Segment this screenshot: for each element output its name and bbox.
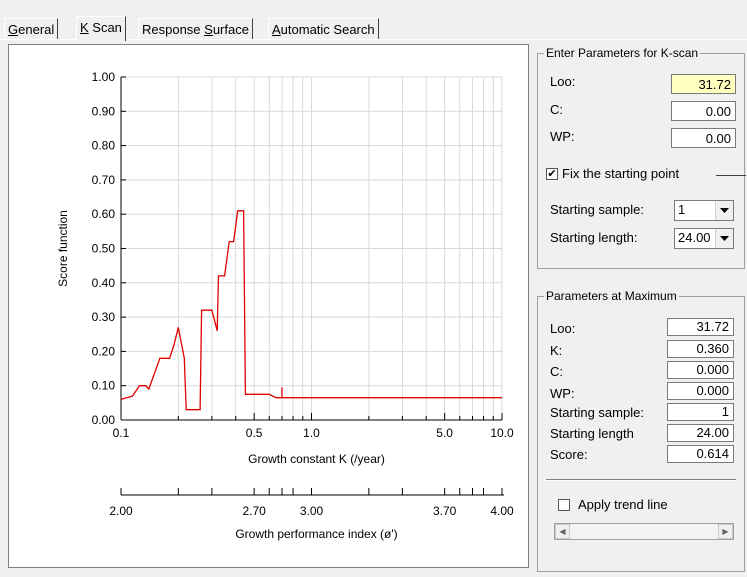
max-starting-length-label: Starting length bbox=[550, 426, 634, 441]
x-axis-label: Growth constant K (/year) bbox=[248, 452, 385, 466]
max-starting-sample-label: Starting sample: bbox=[550, 405, 644, 420]
y-tick-label: 0.20 bbox=[92, 344, 116, 358]
max-k-label: K: bbox=[550, 343, 563, 358]
tab-response-surface[interactable]: Response Surface bbox=[138, 18, 253, 40]
fix-start-checkbox[interactable]: ✔ bbox=[546, 168, 558, 180]
secondary-tick-label: 2.70 bbox=[242, 504, 266, 518]
loo-input[interactable]: 31.72 bbox=[671, 74, 736, 94]
secondary-tick-label: 3.70 bbox=[433, 504, 457, 518]
y-axis-label: Score function bbox=[56, 210, 70, 287]
k-scan-chart: 0.00 0.10 0.20 0.30 0.40 0.50 0.60 0.70 0.80 0.90… bbox=[56, 70, 514, 541]
y-tick-label: 0.10 bbox=[92, 379, 116, 393]
y-tick-label: 0.00 bbox=[92, 413, 116, 427]
chevron-down-icon[interactable] bbox=[715, 201, 733, 220]
max-score-label: Score: bbox=[550, 447, 588, 462]
max-loo-label: Loo: bbox=[550, 321, 576, 336]
k-scan-params-group: Enter Parameters for K-scan Loo: 31.72 C… bbox=[537, 46, 746, 269]
fix-start-label: Fix the starting point bbox=[562, 166, 680, 181]
max-loo-value: 31.72 bbox=[667, 318, 734, 336]
horizontal-scrollbar[interactable]: ◀ ▶ bbox=[554, 523, 734, 540]
tab-k-scan[interactable]: K Scan bbox=[76, 16, 126, 41]
wp-label: WP: bbox=[550, 129, 575, 144]
starting-sample-select[interactable]: 1 bbox=[674, 200, 734, 221]
y-tick-label: 0.30 bbox=[92, 310, 116, 324]
fix-separator bbox=[716, 175, 746, 176]
x-tick-label: 0.5 bbox=[246, 426, 263, 440]
max-separator bbox=[546, 479, 736, 481]
max-k-value: 0.360 bbox=[667, 340, 734, 358]
wp-input[interactable]: 0.00 bbox=[671, 128, 736, 148]
tab-general[interactable]: General bbox=[4, 18, 59, 40]
c-label: C: bbox=[550, 102, 563, 117]
max-params-group: Parameters at Maximum Loo: 31.72 K: 0.36… bbox=[537, 289, 745, 572]
y-tick-label: 0.50 bbox=[92, 242, 116, 256]
trend-line-checkbox[interactable] bbox=[558, 499, 570, 511]
chart-axes: 0.00 0.10 0.20 0.30 0.40 0.50 0.60 0.70 0.80 0.90… bbox=[92, 70, 514, 518]
tab-automatic-search[interactable]: Automatic Search bbox=[268, 18, 379, 40]
y-tick-label: 0.60 bbox=[92, 207, 116, 221]
chart-grid bbox=[120, 76, 503, 421]
starting-sample-label: Starting sample: bbox=[550, 202, 644, 217]
max-c-label: C: bbox=[550, 364, 563, 379]
starting-length-select[interactable]: 24.00 bbox=[674, 228, 734, 249]
y-tick-label: 0.40 bbox=[92, 276, 116, 290]
y-tick-label: 0.70 bbox=[92, 173, 116, 187]
trend-line-label: Apply trend line bbox=[578, 497, 668, 512]
k-scan-chart-panel: 0.00 0.10 0.20 0.30 0.40 0.50 0.60 0.70 0.80 0.90… bbox=[8, 44, 529, 568]
secondary-tick-label: 4.00 bbox=[490, 504, 514, 518]
tab-baseline bbox=[0, 39, 747, 40]
tab-strip: General K Scan Response Surface Automati… bbox=[0, 0, 747, 41]
y-tick-label: 0.80 bbox=[92, 139, 116, 153]
max-wp-value: 0.000 bbox=[667, 382, 734, 400]
k-scan-params-title: Enter Parameters for K-scan bbox=[544, 46, 701, 60]
secondary-tick-label: 3.00 bbox=[300, 504, 324, 518]
y-tick-label: 1.00 bbox=[92, 70, 116, 84]
max-starting-length-value: 24.00 bbox=[667, 424, 734, 442]
secondary-tick-label: 2.00 bbox=[109, 504, 133, 518]
x-tick-label: 10.0 bbox=[490, 426, 514, 440]
chart-series bbox=[120, 210, 502, 411]
x-tick-label: 5.0 bbox=[436, 426, 453, 440]
scroll-right-icon[interactable]: ▶ bbox=[718, 524, 733, 539]
x-tick-label: 0.1 bbox=[113, 426, 130, 440]
starting-length-label: Starting length: bbox=[550, 230, 638, 245]
max-params-title: Parameters at Maximum bbox=[544, 289, 679, 303]
scroll-left-icon[interactable]: ◀ bbox=[555, 524, 570, 539]
max-score-value: 0.614 bbox=[667, 445, 734, 463]
max-wp-label: WP: bbox=[550, 386, 575, 401]
score-series-line bbox=[120, 210, 502, 411]
starting-sample-value: 1 bbox=[678, 202, 686, 217]
loo-label: Loo: bbox=[550, 74, 576, 89]
max-starting-sample-value: 1 bbox=[667, 403, 734, 421]
max-c-value: 0.000 bbox=[667, 361, 734, 379]
y-tick-label: 0.90 bbox=[92, 104, 116, 118]
x-tick-label: 1.0 bbox=[303, 426, 320, 440]
secondary-axis-label: Growth performance index (ø') bbox=[235, 527, 397, 541]
chevron-down-icon[interactable] bbox=[715, 229, 733, 248]
starting-length-value: 24.00 bbox=[678, 230, 711, 245]
c-input[interactable]: 0.00 bbox=[671, 101, 736, 121]
